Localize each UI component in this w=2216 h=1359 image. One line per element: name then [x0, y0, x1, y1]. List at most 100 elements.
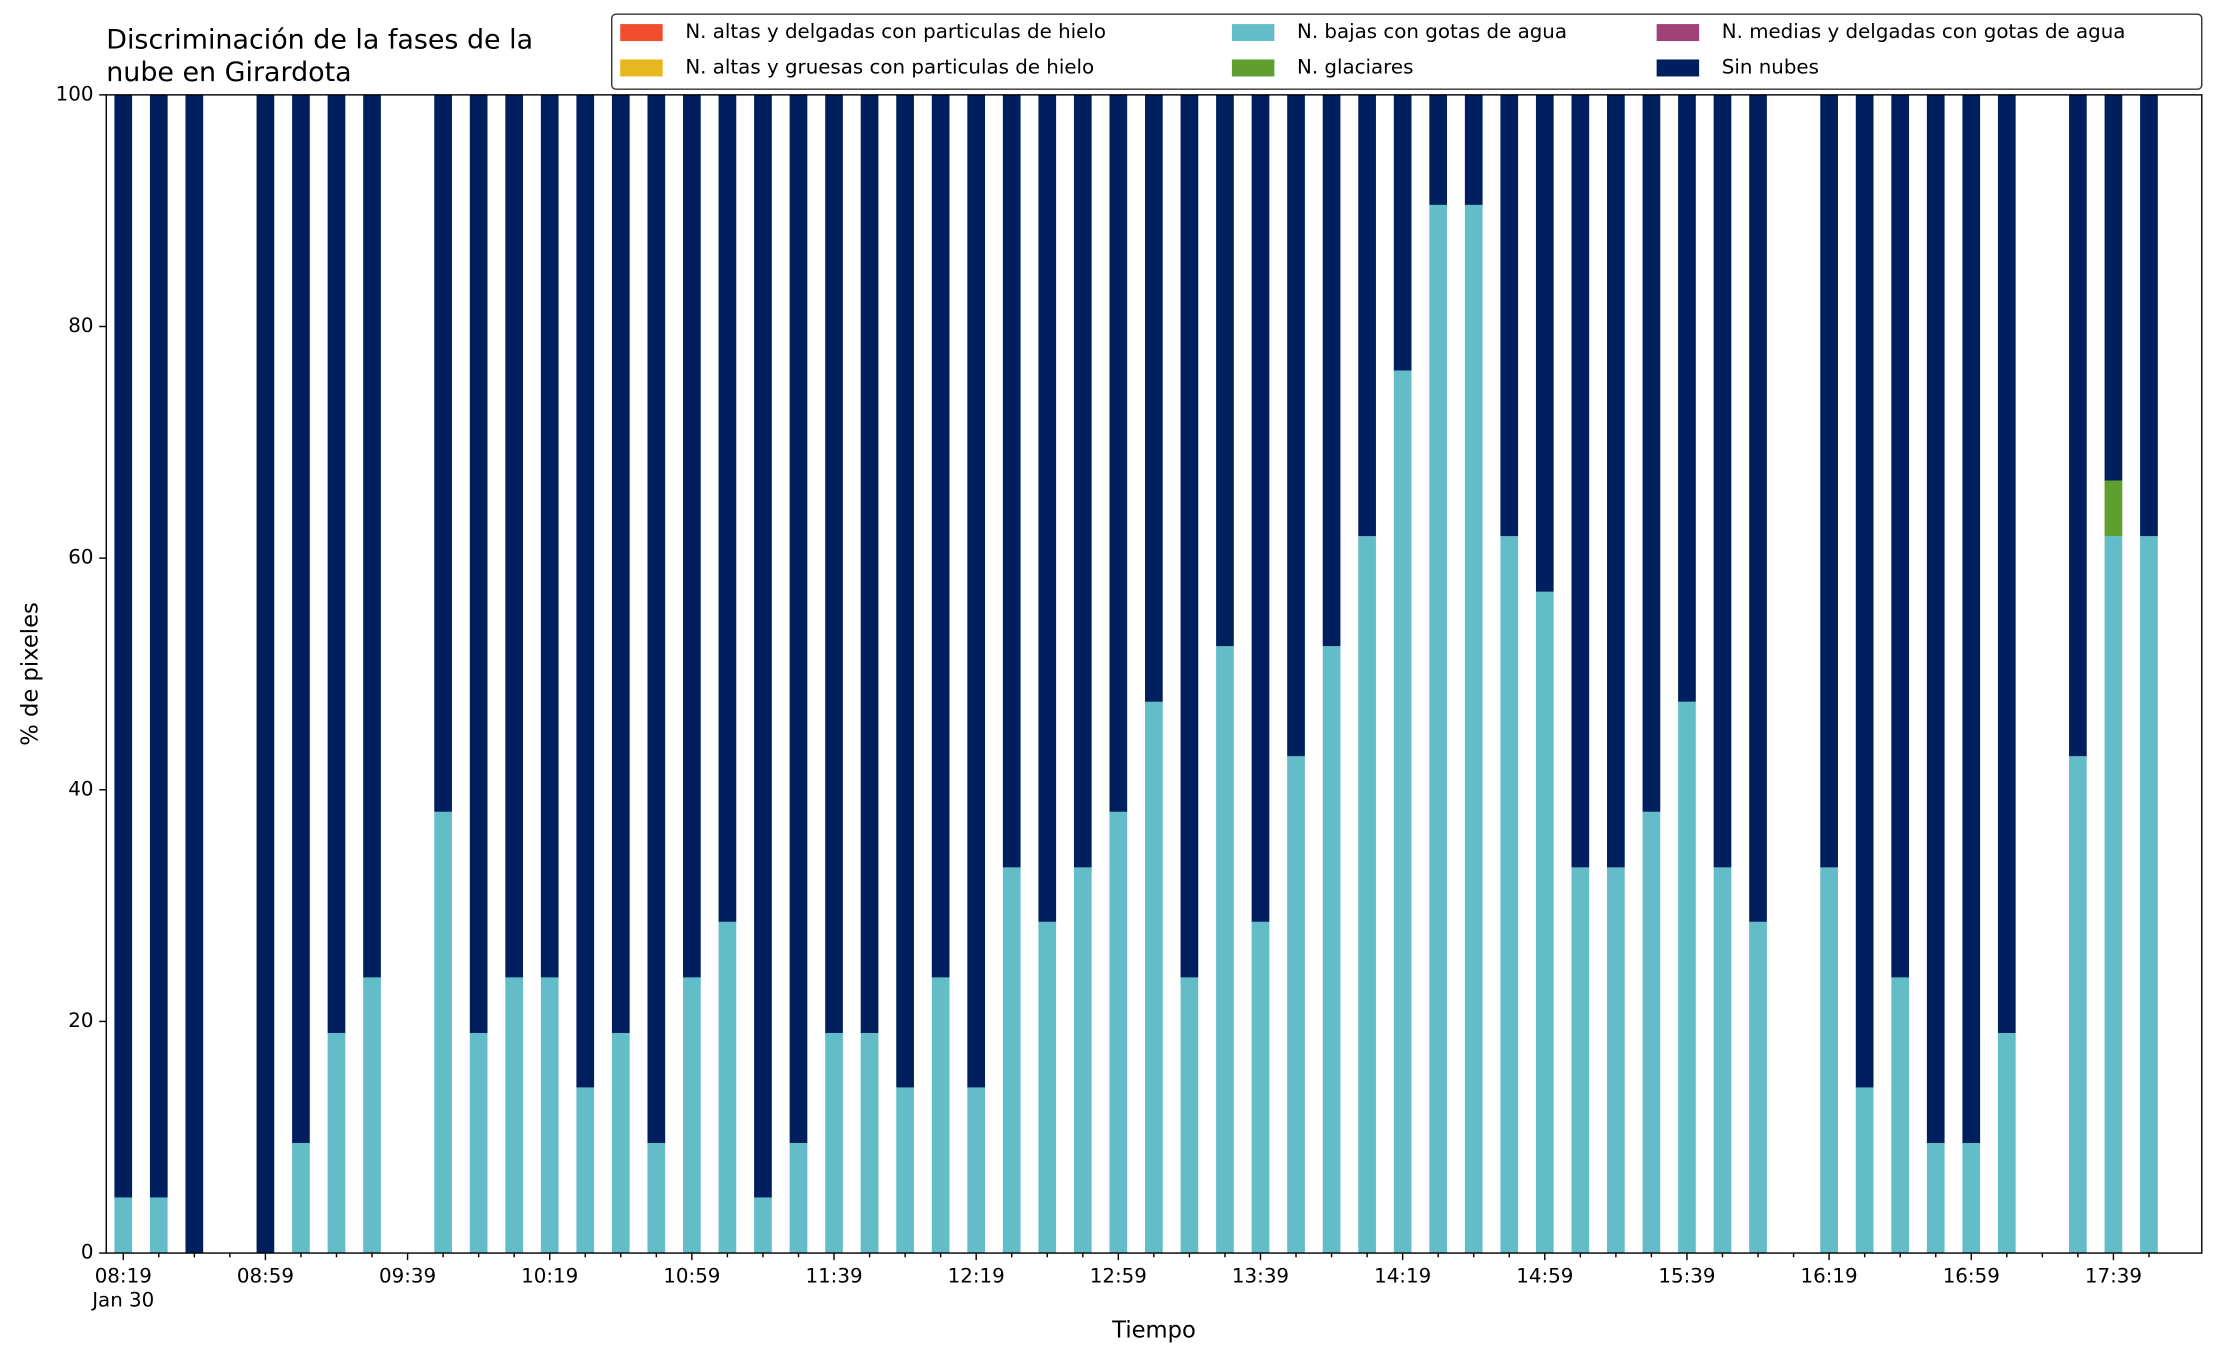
bar-segment: [1571, 94, 1590, 868]
bar-segment: [1678, 701, 1696, 1254]
bar-segment: [1429, 204, 1448, 1254]
bar-segment: [1607, 867, 1625, 1254]
bar-segment: [1926, 94, 1945, 1144]
bar-segment: [2104, 480, 2123, 537]
bar-segment: [1322, 94, 1341, 647]
y-tick-label: 80: [68, 314, 93, 337]
bar-segment: [754, 94, 772, 1198]
y-tick-label: 60: [68, 546, 93, 569]
bar-segment: [540, 977, 559, 1254]
bar-segment: [1322, 646, 1341, 1254]
bar-segment: [931, 94, 950, 978]
bar-segment: [2140, 94, 2158, 537]
bar-segment: [967, 1087, 986, 1254]
x-tick-label: 12:59: [1090, 1265, 1147, 1288]
bar-segment: [2069, 756, 2087, 1254]
x-tick-label: 08:19: [95, 1265, 152, 1288]
bar-segment: [1464, 94, 1483, 205]
bar-segment: [611, 1032, 630, 1254]
bar-segment: [1820, 867, 1838, 1254]
bar-segment: [896, 1087, 914, 1254]
y-tick-label: 40: [68, 777, 93, 800]
x-tick-label: 10:19: [521, 1265, 578, 1288]
bar-segment: [505, 94, 524, 978]
bar-segment: [1713, 94, 1732, 868]
bar-segment: [1429, 94, 1448, 205]
bar-segment: [1749, 921, 1767, 1254]
legend-swatch: [1656, 24, 1700, 42]
bar-segment: [1251, 921, 1270, 1254]
bar-segment: [1358, 94, 1376, 537]
x-tick-label: 13:39: [1232, 1265, 1289, 1288]
bar-segment: [114, 94, 133, 1198]
bar-segment: [2140, 536, 2158, 1254]
bar-segment: [825, 1032, 843, 1254]
bar-segment: [1500, 536, 1519, 1254]
bar-segment: [1393, 94, 1412, 371]
bar-segment: [434, 94, 452, 812]
bar-segment: [1926, 1143, 1945, 1254]
chart-title: Discriminación de la fases de la: [106, 25, 533, 56]
bar-segment: [256, 94, 275, 1254]
bar-segment: [860, 1032, 879, 1254]
bar-segment: [647, 1143, 666, 1254]
bar-segment: [718, 94, 737, 922]
bar-segment: [1393, 370, 1412, 1254]
bar-segment: [540, 94, 559, 978]
bar-segment: [1180, 94, 1199, 978]
bar-segment: [860, 94, 879, 1033]
bar-segment: [327, 1032, 346, 1254]
bar-segment: [2104, 536, 2123, 1254]
bar-segment: [1464, 204, 1483, 1254]
bar-segment: [718, 921, 737, 1254]
x-axis-label: Tiempo: [1111, 1317, 1196, 1343]
legend-label: N. medias y delgadas con gotas de agua: [1722, 20, 2126, 43]
bar-segment: [292, 1143, 310, 1254]
bar-segment: [1642, 94, 1661, 812]
bar-segment: [611, 94, 630, 1033]
y-tick-label: 0: [81, 1241, 94, 1264]
bar-segment: [434, 811, 452, 1254]
bar-segment: [1855, 94, 1874, 1088]
bar-segment: [1145, 94, 1163, 702]
bar-segment: [1038, 921, 1057, 1254]
bar-segment: [505, 977, 524, 1254]
bar-segment: [825, 94, 843, 1033]
bar-segment: [363, 94, 381, 978]
bar-segment: [1500, 94, 1519, 537]
legend-label: N. altas y gruesas con particulas de hie…: [685, 55, 1094, 78]
bar-segment: [114, 1197, 133, 1254]
bar-segment: [1713, 867, 1732, 1254]
bar-segment: [1287, 756, 1305, 1254]
bar-segment: [967, 94, 986, 1088]
bar-segment: [363, 977, 381, 1254]
bar-segment: [1216, 646, 1234, 1254]
bar-segment: [1891, 94, 1910, 978]
x-tick-label: 10:59: [663, 1265, 720, 1288]
chart-title: nube en Girardota: [106, 57, 351, 88]
x-tick-label: 11:39: [805, 1265, 862, 1288]
legend-label: N. glaciares: [1297, 55, 1413, 78]
bar-segment: [327, 94, 346, 1033]
bar-segment: [1607, 94, 1625, 868]
bar-segment: [292, 94, 310, 1144]
x-tick-label: 14:59: [1516, 1265, 1573, 1288]
legend-label: N. bajas con gotas de agua: [1297, 20, 1567, 43]
bar-segment: [469, 1032, 488, 1254]
bar-segment: [1038, 94, 1057, 922]
legend-label: Sin nubes: [1722, 55, 1819, 78]
legend-swatch: [620, 59, 663, 77]
bar-segment: [1642, 811, 1661, 1254]
bar-segment: [1962, 94, 1981, 1144]
bar-segment: [1073, 94, 1092, 868]
y-axis-label: % de pixeles: [18, 602, 44, 746]
legend-swatch: [1231, 59, 1275, 77]
bar-segment: [149, 1197, 168, 1254]
bar-segment: [149, 94, 168, 1198]
bar-segment: [1962, 1143, 1981, 1254]
bar-segment: [1855, 1087, 1874, 1254]
bar-segment: [1535, 591, 1554, 1254]
y-tick-label: 100: [56, 82, 94, 105]
bar-segment: [1145, 701, 1163, 1254]
